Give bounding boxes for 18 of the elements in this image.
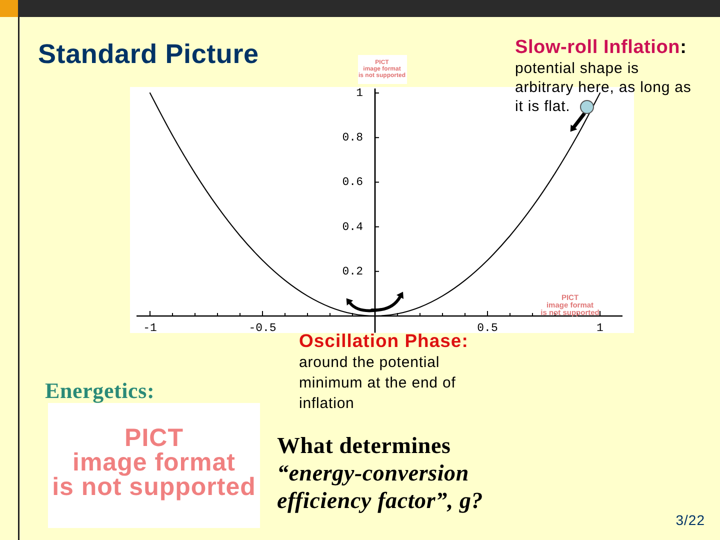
text: Energetics: [45, 378, 155, 403]
text: Slow-roll Inflation: [515, 37, 687, 58]
annotation: potential shape is arbitrary here, as long as it is flat. [515, 60, 692, 115]
y-tick-label: 0.2 [342, 265, 364, 278]
x-tick-label: 0.5 [477, 322, 498, 336]
x-tick-label: -1 [143, 322, 157, 336]
text: 3/22 [676, 512, 705, 528]
text: What determines “energy-conversion efficiency factor”, g? [277, 433, 484, 513]
x-tick-label: 1 [596, 322, 604, 336]
y-tick-label: 0.6 [342, 176, 364, 190]
chart-title: Standard Picture [38, 39, 259, 69]
text: PICT image format is not supported [52, 424, 256, 501]
x-tick-label: -0.5 [248, 322, 276, 336]
y-tick-label: 0.8 [342, 132, 364, 145]
text: around the potential minimum at the end of inflation [299, 354, 456, 412]
annotation: Oscillation Phase: [299, 330, 468, 351]
y-tick-label: 1 [356, 87, 364, 100]
y-tick-label: 0.4 [342, 220, 364, 234]
